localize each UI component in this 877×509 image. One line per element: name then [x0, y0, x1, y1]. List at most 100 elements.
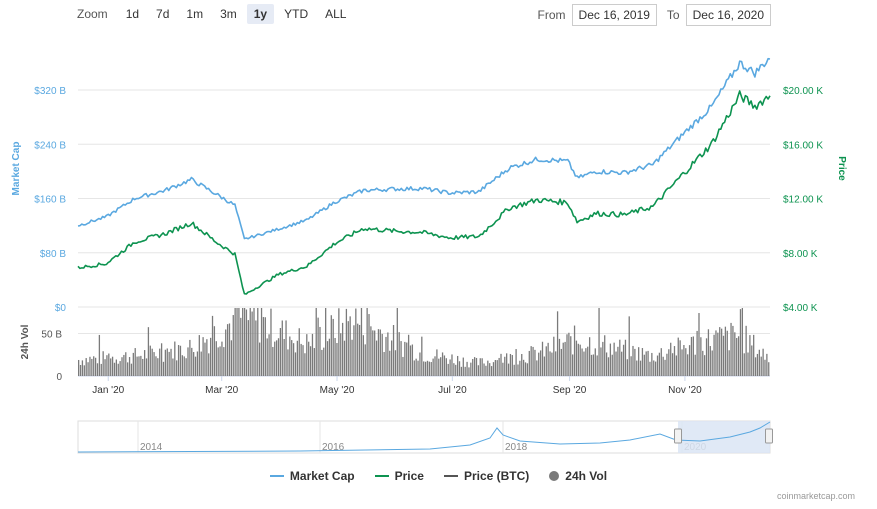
volume-bar [392, 325, 395, 376]
volume-bar [96, 363, 99, 376]
volume-bar [336, 343, 338, 376]
volume-bar [709, 346, 711, 376]
volume-bar [151, 348, 153, 376]
volume-bar [108, 353, 110, 376]
volume-bar [225, 329, 227, 376]
volume-bar [308, 341, 310, 376]
zoom-bar: Zoom 1d 7d 1m 3m 1y YTD ALL [77, 4, 353, 24]
volume-bar [143, 350, 146, 376]
volume-bar [415, 358, 417, 376]
legend-item-price[interactable]: Price [374, 469, 424, 483]
volume-bar [85, 358, 87, 376]
credits[interactable]: coinmarketcap.com [776, 491, 855, 501]
volume-bar [117, 363, 119, 376]
volume-bar [424, 361, 427, 376]
volume-bar [409, 345, 412, 376]
zoom-ytd-button[interactable]: YTD [284, 7, 309, 21]
volume-bar [666, 353, 668, 376]
y-right-tick-label: $8.00 K [783, 249, 818, 260]
volume-bar [600, 347, 602, 376]
volume-bar [221, 341, 223, 376]
volume-bar [189, 339, 191, 376]
y-right-tick-label: $16.00 K [783, 140, 823, 151]
zoom-7d-button[interactable]: 7d [156, 7, 170, 21]
volume-bar [487, 360, 489, 376]
volume-bar [568, 332, 570, 376]
volume-bar [764, 359, 766, 376]
navigator-handle-right [765, 428, 773, 444]
volume-bar [300, 343, 302, 376]
volume-bar [323, 347, 325, 376]
volume-bar [368, 314, 370, 376]
volume-bar [157, 358, 159, 376]
x-tick-label: Jul '20 [438, 385, 467, 396]
volume-bar [168, 351, 170, 376]
from-date-input[interactable]: Dec 16, 2019 [571, 4, 657, 26]
volume-bar [543, 356, 546, 376]
volume-bar [234, 308, 236, 376]
volume-bar [202, 337, 204, 376]
volume-bar [517, 364, 519, 376]
volume-bar [496, 360, 498, 376]
volume-bar [541, 341, 544, 376]
volume-bar [159, 348, 161, 376]
zoom-all-button[interactable]: ALL [325, 7, 347, 21]
volume-bar [257, 308, 259, 376]
volume-bar [485, 365, 487, 376]
volume-bar [741, 308, 744, 376]
volume-bar [489, 363, 491, 376]
volume-bar [760, 356, 762, 376]
volume-bar [404, 341, 406, 376]
volume-bar [436, 349, 438, 376]
to-date-input[interactable]: Dec 16, 2020 [685, 4, 771, 26]
volume-bar [594, 348, 596, 376]
volume-bar [509, 353, 512, 376]
volume-bar [698, 313, 700, 376]
volume-bar [560, 348, 562, 376]
volume-bar [639, 360, 642, 376]
volume-bar [455, 364, 457, 376]
volume-bar [317, 317, 319, 376]
volume-axis-title: 24h Vol [20, 324, 31, 359]
volume-bar [291, 340, 293, 376]
volume-bar [572, 354, 574, 376]
volume-bar [577, 343, 579, 376]
volume-bar [289, 336, 291, 376]
volume-bar [387, 332, 389, 376]
volume-bar [142, 358, 144, 376]
volume-bar [355, 308, 357, 376]
volume-bar [619, 339, 621, 376]
volume-bar [513, 364, 515, 376]
volume-bar [358, 324, 361, 376]
volume-bar [758, 349, 760, 376]
volume-bar [466, 361, 468, 376]
volume-bar [194, 356, 197, 376]
volume-bar [507, 363, 510, 376]
zoom-3m-button[interactable]: 3m [220, 7, 237, 21]
volume-bar [630, 356, 632, 376]
volume-bar [121, 357, 123, 376]
zoom-1d-button[interactable]: 1d [125, 7, 140, 21]
volume-bar [621, 351, 623, 376]
volume-bar [481, 358, 483, 376]
volume-bar [434, 356, 436, 376]
volume-bar [604, 335, 606, 376]
volume-bar [164, 349, 167, 376]
legend-item-market-cap[interactable]: Market Cap [269, 469, 355, 483]
volume-bar [306, 334, 308, 376]
legend-item-price-btc[interactable]: Price (BTC) [443, 469, 529, 483]
zoom-1m-button[interactable]: 1m [186, 7, 204, 21]
legend-item-24h-vol[interactable]: 24h Vol [549, 469, 607, 483]
volume-bar [230, 340, 233, 376]
volume-bar [421, 336, 423, 376]
zoom-1y-button[interactable]: 1y [246, 4, 275, 24]
navigator-year-label: 2014 [140, 442, 163, 453]
volume-bar [177, 345, 180, 376]
volume-bar [736, 337, 738, 376]
volume-bar [213, 326, 216, 376]
volume-bar [149, 345, 151, 376]
volume-bar [538, 352, 540, 376]
volume-bar [564, 341, 566, 376]
volume-bar [181, 355, 183, 376]
